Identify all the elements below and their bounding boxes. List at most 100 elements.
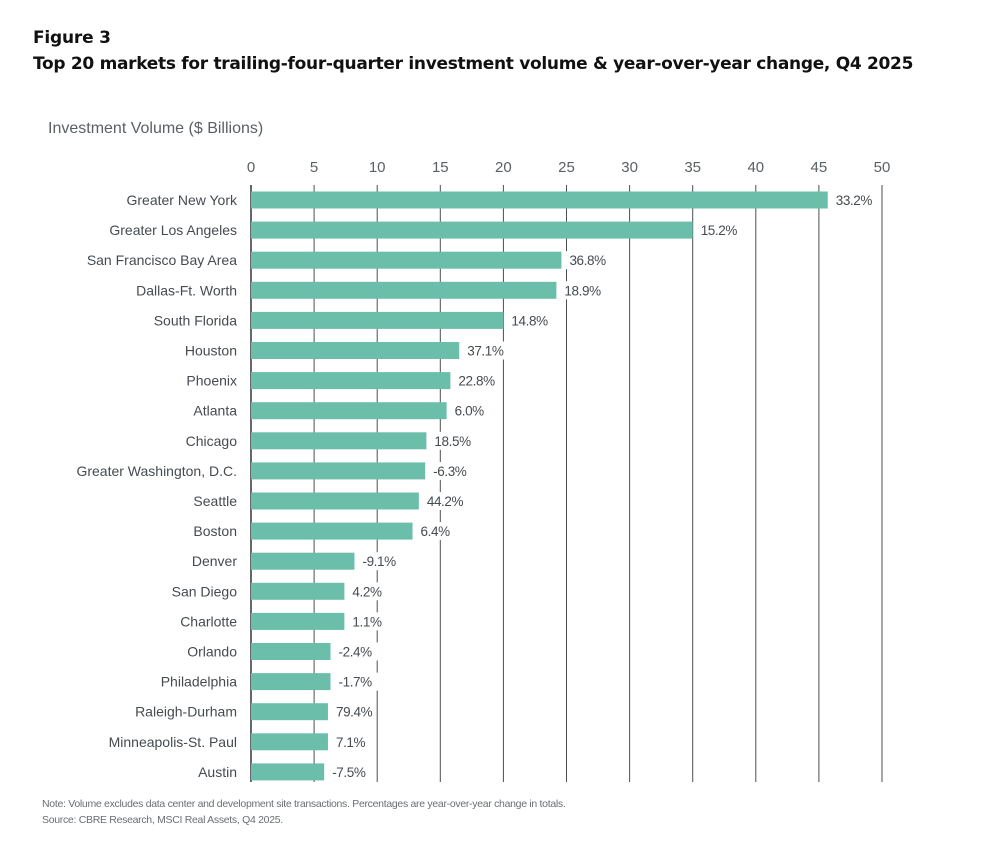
- bar: [251, 372, 451, 390]
- category-label: Seattle: [193, 493, 237, 509]
- note-text: Note: Volume excludes data center and de…: [42, 798, 566, 810]
- data-label: 36.8%: [569, 253, 606, 268]
- data-label-background: [560, 281, 605, 300]
- x-tick-label: 40: [747, 159, 764, 176]
- category-label: Charlotte: [180, 613, 237, 629]
- category-label: Phoenix: [186, 373, 237, 389]
- data-label-background: [831, 191, 876, 209]
- data-labels: 33.2% 15.2% 36.8% 18.9% 14.8% 37.1% 22.8% 6.0% 1…: [332, 193, 873, 780]
- data-label-background: [328, 762, 373, 781]
- data-label-background: [358, 552, 403, 571]
- x-tick-label: 15: [432, 159, 449, 176]
- bar: [251, 612, 345, 630]
- data-label-background: [331, 702, 376, 721]
- category-label: Dallas-Ft. Worth: [136, 282, 237, 298]
- category-label: South Florida: [154, 312, 237, 328]
- data-label-background: [454, 371, 499, 390]
- data-label: 7.1%: [336, 735, 366, 750]
- bar: [251, 582, 345, 600]
- bar: [251, 462, 426, 480]
- data-label: 14.8%: [511, 313, 548, 328]
- category-label: Greater Los Angeles: [109, 222, 237, 238]
- category-label: Philadelphia: [161, 674, 237, 690]
- data-label: 44.2%: [427, 494, 464, 509]
- data-label: 18.9%: [564, 283, 601, 298]
- bar: [251, 703, 328, 721]
- bar: [251, 643, 331, 660]
- data-label: 37.1%: [467, 344, 504, 359]
- data-label: 15.2%: [701, 223, 738, 238]
- data-label: 4.2%: [352, 584, 382, 599]
- data-label: -9.1%: [362, 554, 396, 569]
- x-tick-label: 50: [874, 159, 891, 176]
- source-text: Source: CBRE Research, MSCI Real Assets,…: [42, 814, 283, 826]
- bar: [251, 492, 419, 510]
- data-label: 79.4%: [336, 705, 373, 720]
- x-tick-labels: 0 5 10 15 20 25 30 35 40 45 50: [247, 159, 891, 176]
- category-label: Houston: [185, 343, 237, 359]
- data-label-background: [348, 612, 385, 631]
- data-label-background: [348, 582, 385, 601]
- bar: [251, 191, 828, 209]
- data-label: 33.2%: [836, 193, 873, 208]
- x-tick-label: 45: [811, 159, 828, 176]
- category-label: Greater New York: [127, 192, 238, 208]
- bar: [251, 522, 413, 540]
- figure-title: Top 20 markets for trailing-four-quarter…: [33, 54, 914, 74]
- data-label-background: [696, 221, 741, 240]
- data-label: 1.1%: [352, 614, 382, 629]
- data-label-background: [331, 732, 369, 751]
- x-tick-label: 20: [495, 159, 512, 176]
- category-label: Atlanta: [193, 403, 237, 419]
- figure-label: Figure 3: [33, 28, 111, 48]
- category-label: Boston: [193, 523, 237, 539]
- x-tick-label: 30: [621, 159, 638, 176]
- bar: [251, 402, 447, 420]
- category-label: Denver: [192, 553, 237, 569]
- category-label: Minneapolis-St. Paul: [109, 734, 237, 750]
- bar: [251, 281, 557, 299]
- data-label-background: [463, 341, 508, 360]
- data-label-background: [334, 672, 379, 691]
- x-tick-label: 0: [247, 159, 255, 176]
- x-axis-title: Investment Volume ($ Billions): [48, 120, 264, 137]
- data-label: -6.3%: [433, 464, 467, 479]
- data-label: 6.0%: [455, 404, 485, 419]
- data-label-background: [334, 642, 379, 661]
- category-label: Raleigh-Durham: [135, 704, 237, 720]
- data-label-background: [565, 251, 610, 270]
- x-tick-label: 35: [684, 159, 701, 176]
- data-label: 18.5%: [434, 434, 471, 449]
- category-label: Greater Washington, D.C.: [76, 463, 237, 479]
- data-label-background: [430, 431, 475, 450]
- bar: [251, 552, 355, 570]
- data-label-background: [507, 311, 552, 330]
- category-label: San Diego: [172, 583, 238, 599]
- bars: [251, 191, 876, 781]
- bar: [251, 311, 504, 329]
- category-label: Orlando: [187, 644, 237, 660]
- category-label: San Francisco Bay Area: [87, 252, 237, 268]
- data-label-background: [422, 492, 467, 510]
- data-label: -2.4%: [339, 645, 373, 660]
- data-label: -1.7%: [339, 675, 373, 690]
- data-label-background: [429, 461, 474, 480]
- bar: [251, 221, 693, 239]
- data-label-background: [416, 522, 453, 541]
- x-tick-label: 10: [369, 159, 386, 176]
- bar: [251, 251, 562, 269]
- x-tick-label: 5: [310, 159, 318, 176]
- category-label: Chicago: [186, 433, 238, 449]
- footnote: Note: Volume excludes data center and de…: [42, 796, 566, 828]
- gridlines: [250, 185, 883, 782]
- x-tick-label: 25: [558, 159, 575, 176]
- bar: [251, 342, 460, 359]
- category-labels: Greater New York Greater Los Angeles San F…: [76, 192, 238, 780]
- bar: [251, 733, 328, 751]
- bar: [251, 432, 427, 450]
- data-label: -7.5%: [332, 765, 366, 780]
- bar: [251, 763, 325, 781]
- bar: [251, 673, 331, 691]
- data-label: 6.4%: [421, 524, 451, 539]
